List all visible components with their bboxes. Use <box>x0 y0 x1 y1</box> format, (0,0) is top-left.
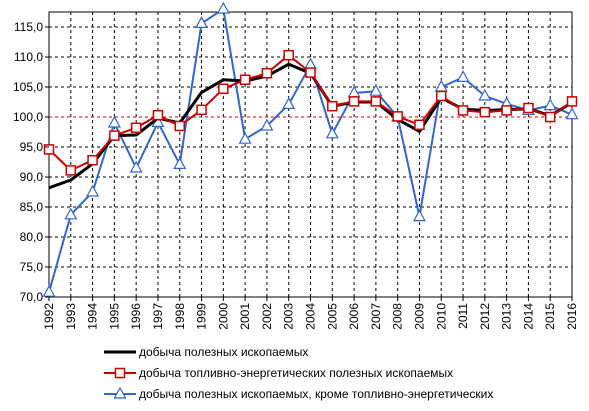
data-point <box>87 154 98 166</box>
data-point <box>414 119 425 131</box>
data-point <box>107 115 121 128</box>
x-tick-label: 1994 <box>86 303 100 330</box>
data-point <box>173 157 187 169</box>
legend-marker <box>113 386 127 399</box>
data-point <box>196 104 207 116</box>
data-point <box>152 109 164 121</box>
data-point <box>566 96 578 107</box>
y-tick-label: 105,0 <box>13 80 43 94</box>
data-point <box>65 165 77 176</box>
data-point <box>174 120 185 132</box>
data-point <box>283 49 294 61</box>
x-tick-label: 2007 <box>369 303 383 330</box>
y-tick-label: 85,0 <box>20 200 44 214</box>
data-point <box>109 130 120 141</box>
legend-label: добыча топливно-энергетических полезных … <box>139 366 453 380</box>
series-2 <box>43 49 578 176</box>
data-point <box>216 1 230 14</box>
data-point <box>457 105 469 116</box>
y-tick-label: 115,0 <box>14 20 43 34</box>
x-tick-label: 2011 <box>456 303 470 329</box>
x-tick-label: 2016 <box>565 303 579 330</box>
x-tick-label: 2001 <box>238 303 252 330</box>
data-point <box>565 107 579 120</box>
y-tick-label: 75,0 <box>20 260 44 274</box>
data-point <box>436 90 447 102</box>
x-tick-label: 2010 <box>434 303 448 330</box>
x-tick-label: 1993 <box>64 303 78 330</box>
data-point <box>43 144 55 155</box>
x-tick-label: 2005 <box>325 303 339 330</box>
series-layer <box>42 1 579 297</box>
data-point <box>327 100 338 112</box>
data-point <box>130 122 142 134</box>
x-tick-label: 2000 <box>216 303 230 330</box>
data-point <box>218 83 229 95</box>
data-point <box>544 111 556 123</box>
data-point <box>369 83 383 96</box>
data-point <box>42 284 56 297</box>
data-point <box>86 184 100 197</box>
data-point <box>456 70 470 83</box>
legend-entry: добыча полезных ископаемых, кроме топлив… <box>104 386 493 401</box>
y-tick-label: 90,0 <box>20 170 44 184</box>
data-point <box>478 88 492 101</box>
x-tick-label: 2014 <box>521 303 535 330</box>
data-point <box>325 126 339 139</box>
y-tick-label: 70,0 <box>20 290 44 304</box>
y-tick-label: 100,0 <box>13 110 43 124</box>
x-tick-label: 1995 <box>107 303 121 330</box>
y-axis: 70,0 75,0 80,0 85,0 90,0 95,0 100,0 105,0 110,0 1… <box>13 20 49 304</box>
data-point <box>543 98 557 111</box>
data-point <box>348 96 360 107</box>
x-tick-label: 1996 <box>129 303 143 330</box>
y-tick-label: 110,0 <box>14 50 43 64</box>
x-tick-label: 2006 <box>347 303 361 330</box>
data-point <box>370 96 382 107</box>
y-tick-label: 80,0 <box>20 230 44 244</box>
data-point <box>282 97 296 110</box>
x-tick-label: 2003 <box>282 303 296 330</box>
legend-label: добыча полезных ископаемых, кроме топлив… <box>139 387 493 401</box>
x-axis: 1992 1993 1994 1995 1996 1997 1998 1999 2000 2001… <box>42 297 579 330</box>
data-point <box>392 111 403 122</box>
data-point <box>64 207 78 220</box>
y-tick-label: 95,0 <box>20 140 44 154</box>
legend-entry: добыча полезных ископаемых <box>104 345 308 359</box>
data-point <box>523 102 534 114</box>
x-tick-label: 2008 <box>391 303 405 330</box>
x-tick-label: 1992 <box>42 303 56 330</box>
x-tick-label: 1997 <box>151 303 165 330</box>
data-point <box>261 67 273 79</box>
x-tick-label: 1999 <box>195 303 209 330</box>
data-point <box>412 209 426 222</box>
data-point <box>501 105 512 116</box>
x-tick-label: 2009 <box>412 303 426 330</box>
legend-marker <box>114 367 126 379</box>
data-point <box>129 160 143 173</box>
x-tick-label: 2013 <box>500 303 514 330</box>
legend-label: добыча полезных ископаемых <box>139 345 308 359</box>
x-tick-label: 2012 <box>478 303 492 330</box>
x-tick-label: 2004 <box>304 303 318 330</box>
legend-entry: добыча топливно-энергетических полезных … <box>104 366 453 380</box>
legend: добыча полезных ископаемых добыча топливн… <box>104 345 493 401</box>
x-tick-label: 1998 <box>173 303 187 330</box>
data-point <box>238 131 252 144</box>
data-point <box>239 74 251 86</box>
x-tick-label: 2015 <box>543 303 557 330</box>
data-point <box>305 67 316 78</box>
data-point <box>260 118 274 131</box>
x-tick-label: 2002 <box>260 303 274 330</box>
data-point <box>195 16 209 28</box>
data-point <box>479 106 491 118</box>
